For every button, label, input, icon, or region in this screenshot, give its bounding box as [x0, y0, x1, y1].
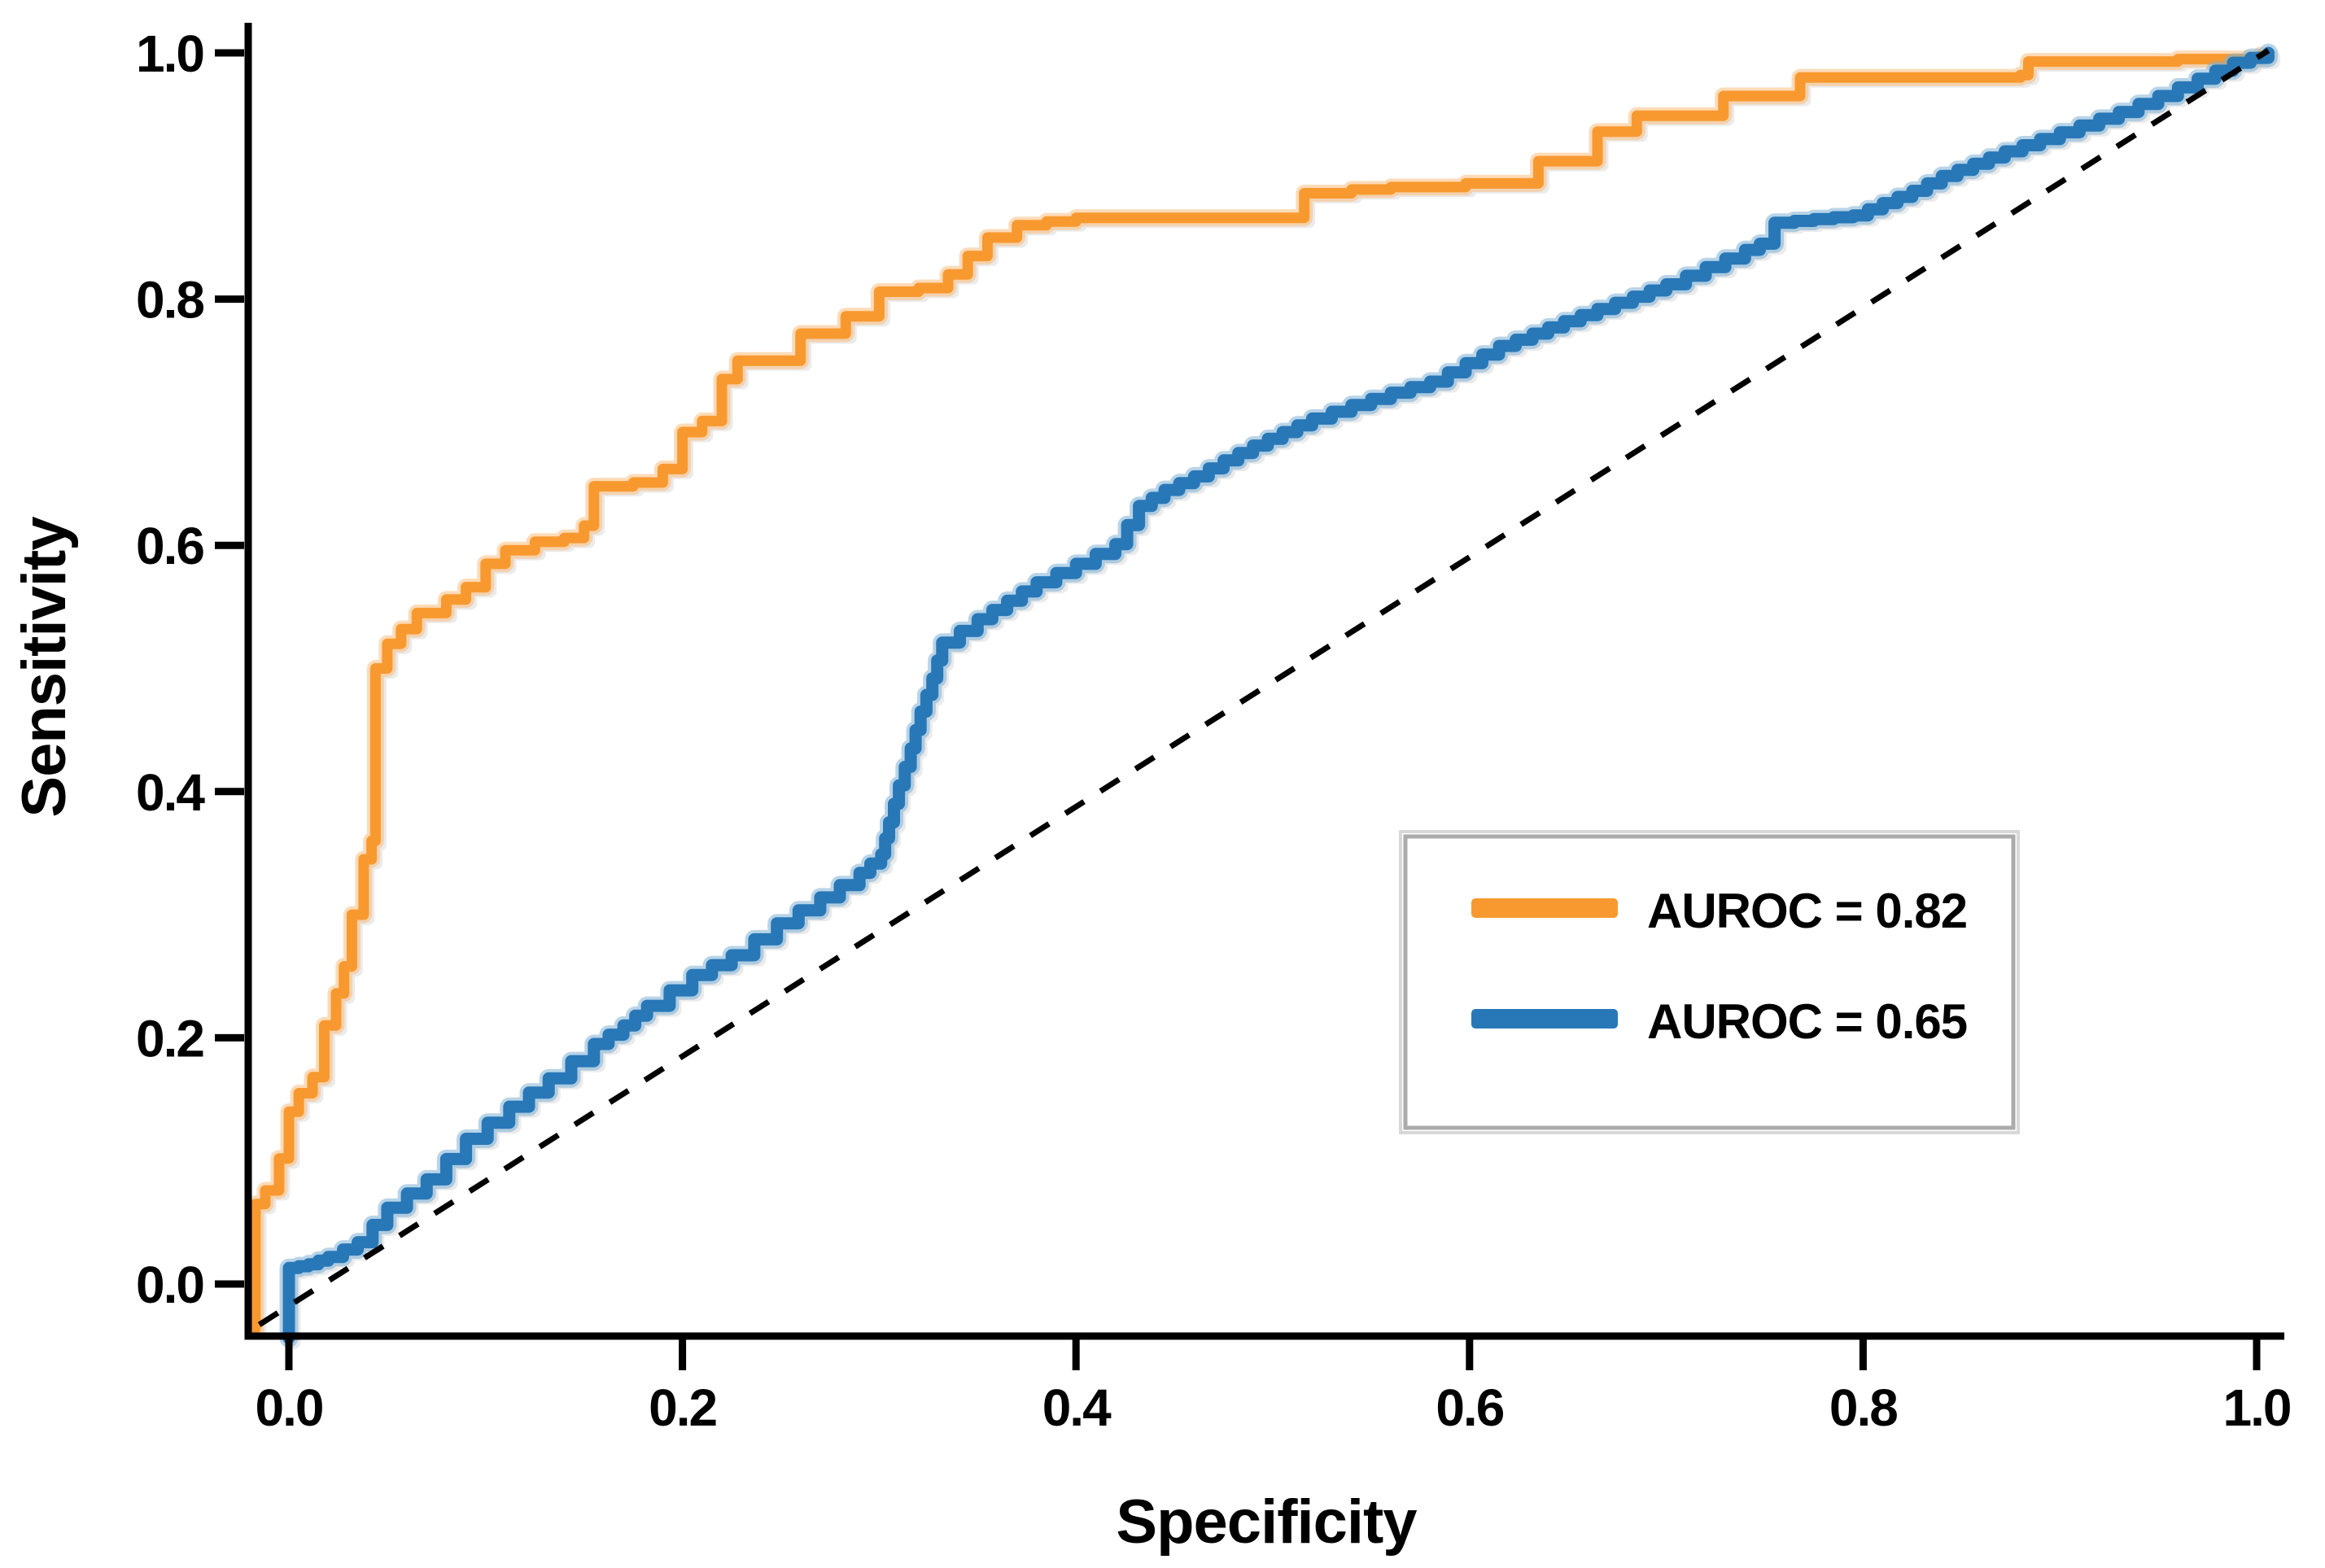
curve-layer: [247, 43, 2280, 1350]
y-tick-label: 0.0: [136, 1256, 203, 1314]
x-tick-label: 1.0: [2223, 1378, 2291, 1437]
legend: AUROC = 0.82 AUROC = 0.65: [1399, 830, 2020, 1134]
legend-label-auroc-082: AUROC = 0.82: [1647, 884, 1967, 938]
axis-lines: [244, 23, 2284, 1340]
y-tick-label: 1.0: [136, 24, 203, 83]
y-tick-label: 0.6: [136, 517, 203, 575]
x-tick-label: 0.0: [256, 1378, 323, 1437]
y-axis-title: Sensitivity: [10, 517, 79, 818]
roc-curve-auroc-065: [282, 46, 2275, 1345]
y-tick-label: 0.4: [136, 763, 205, 822]
legend-label-auroc-065: AUROC = 0.65: [1647, 994, 1967, 1049]
x-tick-label: 0.2: [649, 1378, 716, 1437]
roc-curve-shadow-1: [286, 50, 2280, 1350]
x-tick-label: 0.8: [1829, 1378, 1897, 1437]
x-tick-label: 0.6: [1436, 1378, 1503, 1437]
x-tick-label: 0.4: [1042, 1378, 1112, 1437]
roc-curve-halo-1: [279, 43, 2278, 1348]
legend-swatch-auroc-065: [1471, 1009, 1618, 1029]
roc-curve-auroc-082: [250, 50, 2266, 1334]
legend-swatch-auroc-082: [1471, 898, 1618, 918]
y-tick-label: 0.2: [136, 1009, 203, 1068]
legend-box-shadow: [1399, 830, 2020, 1134]
y-tick-label: 0.8: [136, 271, 203, 330]
roc-curve-shadow-0: [254, 53, 2272, 1339]
legend-box: [1403, 834, 2016, 1130]
x-axis-title: Specificity: [1116, 1487, 1417, 1557]
tick-layer: 0.0 0.2 0.4 0.6 0.8 1.0 0.0 0.2 0.4 0.6 0.8 1.0: [136, 24, 2292, 1437]
